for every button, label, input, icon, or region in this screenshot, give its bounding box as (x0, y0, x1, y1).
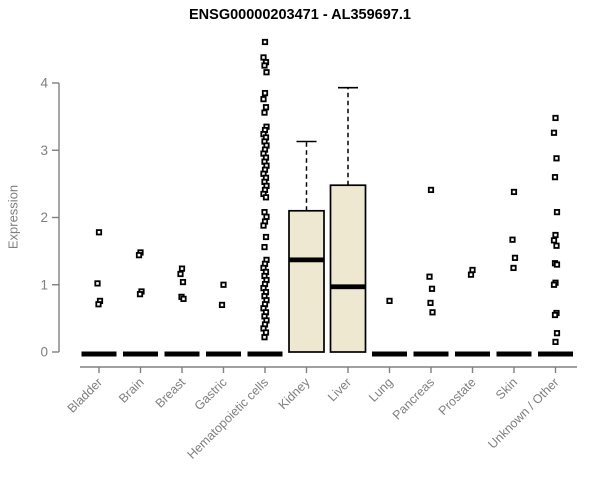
data-point (179, 278, 187, 286)
data-point (469, 266, 476, 274)
data-point (95, 301, 102, 308)
data-point (218, 301, 226, 309)
data-point (263, 69, 270, 76)
x-axis-category-label: Bladder (65, 375, 105, 415)
y-axis-tick-label: 3 (40, 143, 48, 158)
data-point (261, 243, 268, 251)
data-point (553, 242, 560, 249)
data-point (427, 186, 435, 194)
data-point (261, 62, 268, 69)
zero-median-bar (413, 351, 449, 357)
data-point (552, 114, 559, 122)
x-axis-category-label: Unknown / Other (485, 375, 561, 451)
x-axis-category-label: Breast (153, 375, 189, 411)
data-point (177, 270, 184, 278)
data-point (509, 236, 516, 243)
data-point (261, 109, 268, 116)
data-point (510, 264, 517, 272)
chart-title: ENSG00000203471 - AL359697.1 (189, 7, 411, 23)
data-point (262, 329, 270, 336)
zero-median-bar (206, 351, 241, 357)
median-line (330, 284, 366, 290)
y-axis-tick-label: 2 (40, 210, 48, 225)
data-point (95, 229, 103, 236)
data-point (553, 330, 561, 337)
data-point (261, 89, 269, 97)
data-point (429, 309, 436, 316)
y-axis-tick-label: 0 (40, 345, 48, 360)
box (329, 184, 367, 353)
data-point (428, 285, 436, 292)
zero-median-bar (496, 351, 532, 357)
data-point (260, 54, 267, 61)
data-point (386, 297, 393, 304)
x-axis-category-label: Brain (116, 375, 147, 406)
data-point (427, 299, 434, 307)
zero-median-bar (372, 351, 407, 357)
data-point (263, 213, 270, 220)
data-point (261, 334, 268, 341)
median-line (289, 257, 324, 263)
data-point (94, 280, 101, 287)
data-point (550, 129, 558, 136)
data-point (260, 222, 267, 229)
zero-median-bar (123, 351, 158, 357)
zero-median-bar (81, 351, 117, 357)
data-point (262, 194, 270, 201)
data-point (261, 38, 269, 46)
data-point (553, 261, 561, 268)
data-point (262, 104, 270, 111)
x-axis-category-label: Pancreas (390, 375, 437, 422)
data-point (467, 271, 475, 278)
data-point (180, 295, 187, 302)
x-axis-category-label: Skin (493, 375, 520, 402)
y-axis-tick-label: 1 (40, 277, 48, 292)
y-axis-title: Expression (5, 184, 21, 250)
data-point (553, 209, 561, 216)
y-axis-tick-label: 4 (40, 76, 48, 91)
data-point (510, 188, 518, 196)
data-point (220, 281, 227, 288)
data-point (552, 338, 559, 346)
x-axis-category-label: Hematopoietic cells (185, 375, 272, 462)
data-point (511, 254, 519, 261)
data-point (552, 231, 559, 239)
zero-median-bar (247, 351, 283, 357)
data-point (135, 252, 143, 259)
x-axis-category-label: Liver (325, 375, 354, 404)
zero-median-bar (538, 351, 573, 357)
data-point (178, 265, 186, 272)
data-point (553, 155, 560, 162)
zero-median-bar (455, 351, 490, 357)
box (288, 209, 325, 353)
x-axis-category-label: Lung (366, 375, 396, 405)
x-axis-category-label: Gastric (192, 375, 230, 413)
data-point (262, 233, 270, 241)
data-point (550, 237, 558, 244)
zero-median-bar (164, 351, 200, 357)
data-point (551, 311, 559, 319)
data-point (550, 281, 558, 288)
data-point (260, 96, 267, 103)
data-point (261, 209, 268, 216)
data-point (426, 273, 433, 280)
x-axis-category-label: Prostate (436, 375, 479, 418)
data-point (551, 174, 559, 181)
x-axis-category-label: Kidney (276, 375, 313, 412)
data-point (136, 291, 144, 298)
